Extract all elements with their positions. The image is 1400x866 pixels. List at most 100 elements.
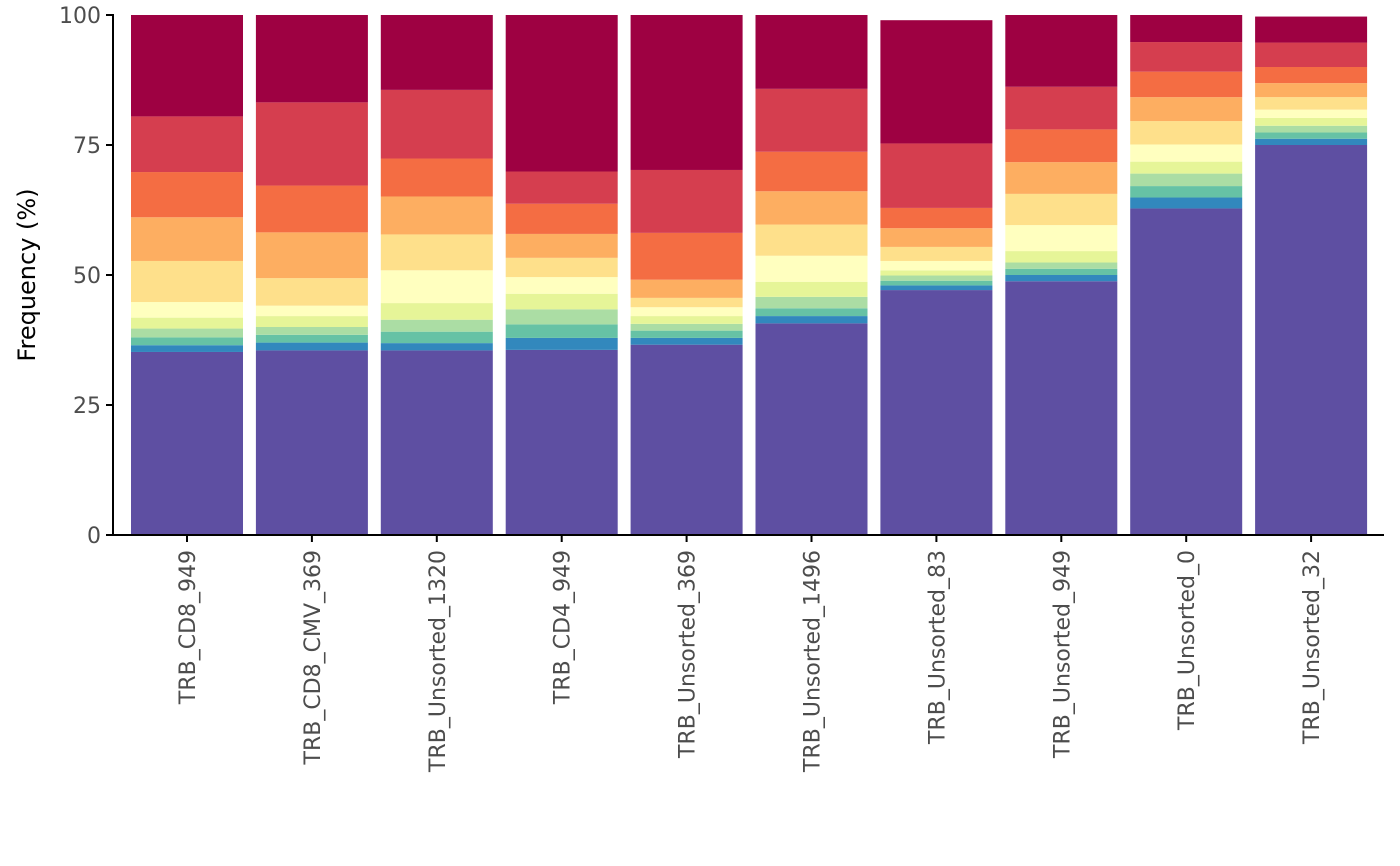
x-tick-label: TRB_Unsorted_1320	[426, 550, 451, 773]
bar-segment	[255, 327, 368, 335]
bar-segment	[630, 232, 743, 280]
bar-segment	[380, 331, 493, 344]
bar-segment	[505, 233, 618, 258]
bar-segment	[380, 270, 493, 304]
bar-segment	[755, 296, 868, 309]
bar-segment	[380, 15, 493, 90]
bar-segment	[630, 344, 743, 535]
bar-segment	[880, 228, 993, 247]
bar-segment	[755, 281, 868, 297]
bar-segment	[1255, 132, 1368, 139]
bar-segment	[1130, 15, 1243, 43]
bar-segment	[380, 343, 493, 351]
x-tick-label: TRB_CD8_949	[176, 550, 201, 705]
bar-segment	[1255, 16, 1368, 43]
bar-segment	[131, 15, 243, 117]
bar-segment	[880, 290, 993, 535]
bar-segment	[1130, 71, 1243, 98]
bar-segment	[505, 171, 618, 204]
x-axis: TRB_CD8_949 TRB_CD8_CMV_369 TRB_Unsorted_1…	[112, 534, 1384, 773]
bar-segment	[630, 316, 743, 324]
bar-segment	[1130, 121, 1243, 145]
bar-segment	[1005, 193, 1118, 226]
x-tick-label: TRB_CD4_949	[551, 550, 576, 705]
bar-segment	[380, 319, 493, 332]
bar-segment	[1255, 97, 1368, 110]
bar-segment	[880, 270, 993, 276]
bar-segment	[880, 280, 993, 286]
y-tick-label: 100	[59, 4, 101, 29]
bar-segment	[1255, 125, 1368, 133]
bar-segment	[1130, 97, 1243, 122]
bar-segment	[505, 293, 618, 310]
bar-segment	[255, 316, 368, 327]
bar-segment	[755, 308, 868, 317]
bar-segment	[1130, 197, 1243, 209]
bar-segment	[755, 15, 868, 89]
bar-segment	[131, 337, 243, 346]
bar-segment	[131, 302, 243, 318]
bar-segment	[131, 345, 243, 352]
bar-segment	[380, 89, 493, 159]
bar-segment	[505, 277, 618, 294]
bar-segment	[255, 15, 368, 103]
bar-segment	[1255, 117, 1368, 126]
bar-segment	[1005, 162, 1118, 194]
bar-segment	[880, 260, 993, 271]
bar-segment	[630, 297, 743, 308]
bar-segment	[630, 323, 743, 331]
bar-segment	[1005, 262, 1118, 269]
bar-segment	[505, 15, 618, 172]
bar-segment	[380, 196, 493, 235]
bar-segment	[755, 191, 868, 225]
bar-segment	[630, 279, 743, 298]
bar-segment	[505, 203, 618, 234]
bar-segment	[255, 185, 368, 233]
x-tick-label: TRB_Unsorted_949	[1050, 550, 1075, 759]
bar-segment	[131, 172, 243, 218]
bar-segment	[1255, 42, 1368, 67]
bar-segment	[131, 351, 243, 535]
bar-segment	[1005, 15, 1118, 87]
y-tick-label: 50	[73, 264, 101, 289]
bar-segment	[755, 255, 868, 282]
bar-segment	[1005, 86, 1118, 130]
bar-segment	[1130, 186, 1243, 198]
bar-segment	[630, 337, 743, 345]
x-tick-label: TRB_CD8_CMV_369	[301, 550, 326, 766]
bar-segment	[880, 20, 993, 144]
bar-segment	[880, 275, 993, 281]
bar-segment	[880, 246, 993, 261]
bar-segment	[131, 217, 243, 261]
bar-segment	[755, 88, 868, 152]
bar-segment	[255, 342, 368, 351]
bar-segment	[255, 350, 368, 535]
y-tick-label: 0	[87, 524, 101, 549]
bar-segment	[1005, 129, 1118, 163]
bar-segment	[1130, 208, 1243, 535]
bar-segment	[755, 323, 868, 535]
bar-segment	[1130, 42, 1243, 72]
bar-segment	[880, 285, 993, 291]
x-tick-label: TRB_Unsorted_0	[1175, 550, 1200, 731]
bar-segment	[1255, 67, 1368, 84]
bar-segment	[131, 116, 243, 173]
bar-segment	[131, 328, 243, 338]
bar-segment	[880, 143, 993, 208]
bar-segment	[505, 324, 618, 338]
bar-segment	[1130, 173, 1243, 187]
bar-segment	[131, 260, 243, 303]
bar-segment	[255, 102, 368, 186]
x-tick-label: TRB_Unsorted_369	[676, 550, 701, 759]
bar-segment	[380, 158, 493, 197]
x-tick-label: TRB_Unsorted_1496	[801, 550, 826, 773]
y-tick-label: 25	[73, 394, 101, 419]
bar-segment	[505, 257, 618, 278]
bar-segment	[755, 224, 868, 256]
bar-segment	[255, 232, 368, 279]
y-tick-label: 75	[73, 134, 101, 159]
bar-segment	[255, 305, 368, 317]
bar-segment	[131, 317, 243, 329]
bar-segment	[505, 309, 618, 325]
